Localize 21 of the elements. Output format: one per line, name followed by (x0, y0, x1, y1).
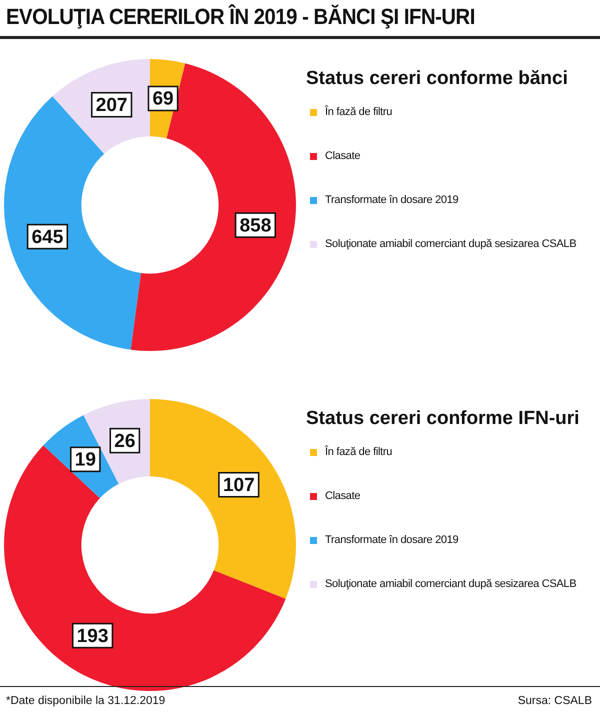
legend-title: Status cereri conforme bănci (306, 68, 569, 90)
legend-label: Soluţionate amiabil comerciant după sesizarea CSALB (325, 578, 576, 590)
legend-label: În fază de filtru (325, 106, 392, 118)
legend-title: Status cereri conforme IFN-uri (306, 408, 580, 430)
data-label: 858 (240, 215, 272, 236)
text: *Date disponibile la 31.12.2019 (6, 695, 166, 707)
chart-title: EVOLUŢIA CERERILOR ÎN 2019 - BĂNCI ŞI IFN-URI (6, 4, 475, 30)
data-label: 193 (76, 626, 108, 647)
data-label: 207 (96, 95, 128, 116)
data-label: 645 (32, 226, 64, 248)
data-label: 26 (114, 430, 136, 452)
legend-label: Transformate în dosare 2019 (325, 194, 458, 206)
data-label: 69 (152, 88, 174, 110)
text: Sursa: CSALB (518, 695, 592, 707)
data-label: 107 (222, 474, 255, 496)
legend-label: Soluţionate amiabil comerciant după sesizarea CSALB (325, 238, 576, 250)
legend-label: Clasate (325, 150, 360, 162)
data-label: 19 (74, 450, 96, 471)
legend-label: Transformate în dosare 2019 (325, 534, 458, 546)
legend-label: Clasate (325, 490, 360, 502)
legend-label: În fază de filtru (325, 446, 392, 458)
